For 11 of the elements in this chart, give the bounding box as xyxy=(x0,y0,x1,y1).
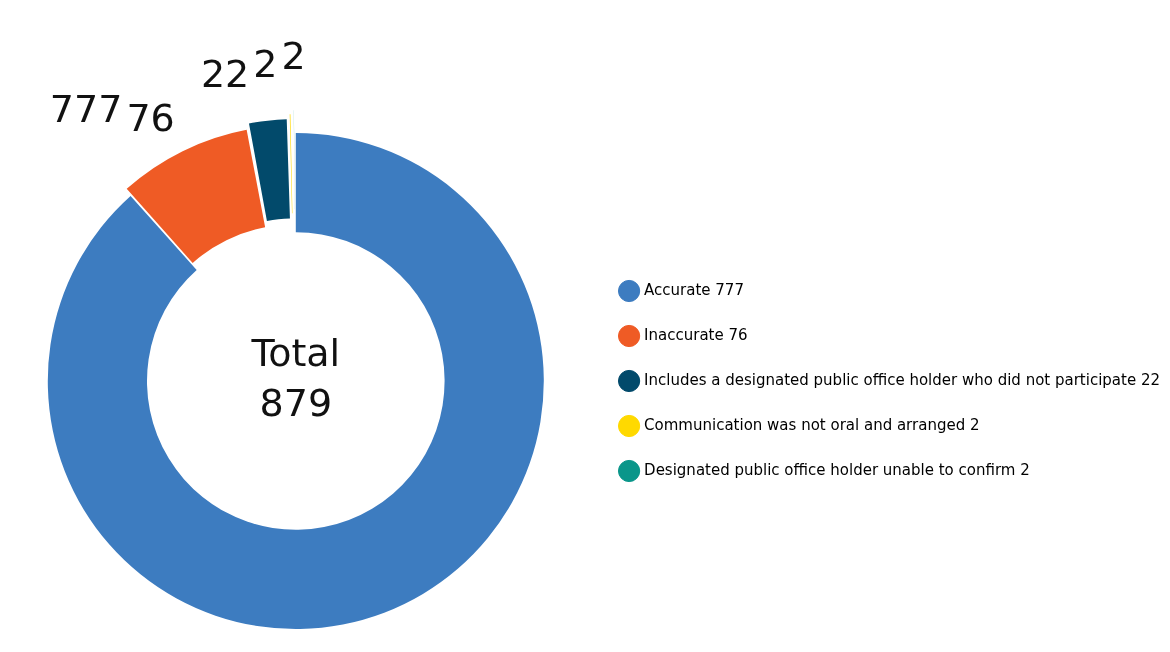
legend-label: Inaccurate 76 xyxy=(644,325,748,344)
data-label: 2 xyxy=(281,33,306,78)
legend-label: Accurate 777 xyxy=(644,280,744,299)
legend-label: Designated public office holder unable to confirm 2 xyxy=(644,460,1030,479)
data-label: 76 xyxy=(126,95,175,140)
text: Total 879 xyxy=(250,330,341,425)
data-label: 2 xyxy=(253,41,278,86)
legend-label: Communication was not oral and arranged 2 xyxy=(644,415,980,434)
data-label: 22 xyxy=(200,51,250,96)
data-label: 777 xyxy=(49,86,123,131)
legend-label: Includes a designated public office holder who did not participate 22 xyxy=(644,370,1161,389)
